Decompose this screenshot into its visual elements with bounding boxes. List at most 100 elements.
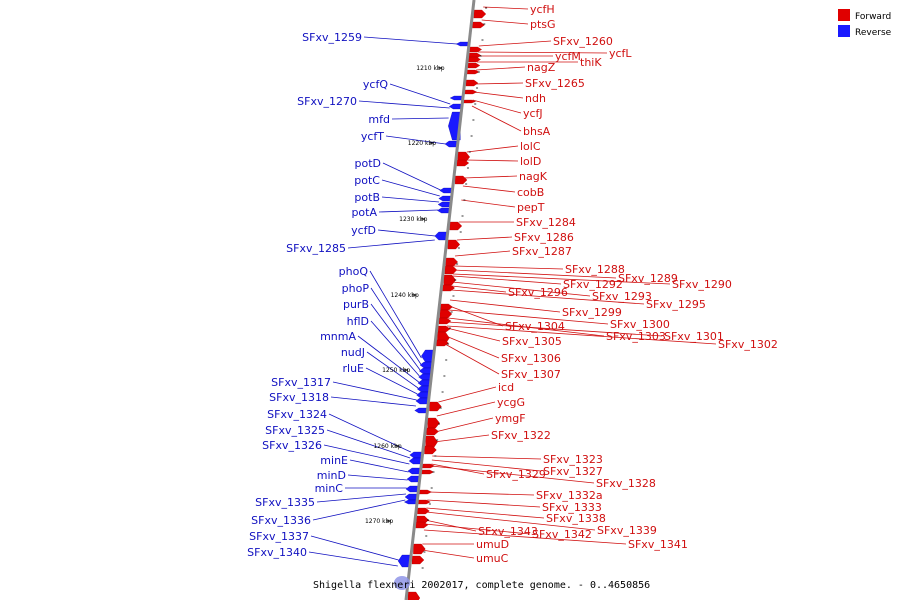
forward-gene-label: SFxv_1287	[512, 245, 572, 258]
forward-connector	[454, 250, 511, 257]
forward-gene-label: SFxv_1328	[596, 477, 656, 490]
reverse-gene-feature	[406, 475, 420, 483]
forward-connector	[424, 523, 531, 535]
reverse-gene-label: hflD	[347, 315, 369, 328]
forward-gene-feature	[467, 62, 481, 69]
reverse-gene-label: rluE	[342, 362, 364, 375]
reverse-gene-label: phoP	[342, 282, 370, 295]
origin-marker	[394, 576, 410, 590]
forward-connector	[453, 265, 564, 270]
forward-gene-feature	[427, 417, 440, 429]
reverse-connector	[358, 100, 450, 109]
forward-connector	[466, 145, 519, 153]
forward-gene-label: SFxv_1339	[597, 524, 657, 537]
legend-reverse-swatch	[838, 25, 850, 37]
forward-gene-label: SFxv_1338	[546, 512, 606, 525]
kbp-label: 1250 kbp	[382, 367, 410, 374]
forward-connector	[425, 511, 596, 531]
reverse-connector	[332, 381, 417, 401]
reverse-gene-feature	[405, 485, 419, 493]
forward-gene-feature	[440, 303, 453, 311]
forward-connector	[476, 66, 526, 71]
forward-gene-feature	[464, 89, 478, 95]
reverse-gene-label: nudJ	[341, 346, 365, 359]
reverse-connector	[370, 320, 420, 377]
reverse-gene-label: phoQ	[339, 265, 369, 278]
reverse-gene-label: purB	[343, 298, 369, 311]
forward-connector	[461, 199, 516, 208]
forward-gene-feature	[419, 489, 432, 495]
forward-gene-label: SFxv_1305	[502, 335, 562, 348]
reverse-connector	[377, 229, 436, 237]
forward-gene-feature	[407, 591, 421, 600]
forward-gene-feature	[473, 9, 487, 19]
reverse-gene-label: ycfD	[351, 224, 376, 237]
forward-gene-label: SFxv_1329	[486, 468, 546, 481]
reverse-gene-label: ycfT	[361, 130, 384, 143]
reverse-connector	[347, 239, 435, 249]
reverse-gene-feature	[434, 231, 447, 241]
forward-gene-label: ycgG	[497, 396, 525, 409]
forward-gene-label: SFxv_1341	[628, 538, 688, 551]
reverse-gene-label: SFxv_1324	[267, 408, 327, 421]
legend-forward-swatch	[838, 9, 850, 21]
reverse-gene-feature	[404, 493, 418, 501]
kbp-label: 1270 kbp	[365, 518, 393, 525]
forward-gene-label: SFxv_1302	[718, 338, 778, 351]
forward-connector	[483, 6, 529, 10]
reverse-connector	[385, 135, 446, 145]
reverse-connector	[381, 179, 440, 197]
forward-gene-label: SFxv_1342	[532, 528, 592, 541]
reverse-connector	[370, 303, 421, 371]
forward-connector	[453, 269, 617, 279]
reverse-gene-label: minC	[315, 482, 344, 495]
reverse-gene-label: potD	[355, 157, 382, 170]
forward-connector	[423, 529, 627, 545]
forward-gene-label: SFxv_1301	[664, 330, 724, 343]
kbp-label: 1210 kbp	[416, 65, 444, 72]
reverse-gene-label: SFxv_1325	[265, 424, 325, 437]
reverse-gene-feature	[455, 41, 469, 47]
forward-gene-label: umuD	[476, 538, 509, 551]
forward-connector	[438, 386, 497, 403]
forward-gene-feature	[449, 221, 463, 231]
forward-connector	[431, 465, 595, 484]
legend-reverse-label: Reverse	[855, 28, 892, 38]
forward-gene-label: SFxv_1333	[542, 501, 602, 514]
reverse-gene-feature	[397, 554, 411, 568]
forward-connector	[474, 82, 524, 85]
forward-gene-feature	[465, 79, 479, 87]
reverse-connector	[312, 499, 406, 521]
reverse-gene-label: potA	[351, 206, 377, 219]
reverse-gene-feature	[448, 103, 462, 110]
reverse-gene-feature	[417, 385, 430, 393]
forward-gene-label: SFxv_1293	[592, 290, 652, 303]
forward-gene-feature	[413, 543, 426, 555]
forward-gene-label: SFxv_1327	[543, 465, 603, 478]
forward-connector	[452, 273, 671, 285]
reverse-connector	[310, 535, 399, 561]
forward-connector	[472, 99, 522, 114]
reverse-connector	[357, 335, 419, 383]
reverse-gene-feature	[419, 367, 432, 375]
reverse-gene-label: mnmA	[320, 330, 356, 343]
kbp-label: 1230 kbp	[399, 216, 427, 223]
forward-gene-label: SFxv_1260	[553, 35, 613, 48]
forward-gene-label: umuC	[476, 552, 509, 565]
forward-gene-label: SFxv_1284	[516, 216, 576, 229]
forward-gene-feature	[426, 427, 439, 436]
forward-gene-label: cobB	[517, 186, 544, 199]
forward-gene-label: icd	[498, 381, 514, 394]
forward-connector	[471, 105, 522, 132]
forward-gene-label: nagZ	[527, 61, 556, 74]
genome-caption: Shigella flexneri 2002017, complete geno…	[313, 580, 650, 591]
forward-gene-label: SFxv_1292	[563, 278, 623, 291]
forward-connector	[446, 327, 501, 342]
forward-gene-feature	[456, 159, 470, 167]
reverse-gene-feature	[409, 451, 422, 459]
reverse-connector	[378, 209, 439, 213]
forward-gene-label: ycfM	[555, 50, 581, 63]
reverse-gene-label: SFxv_1259	[302, 31, 362, 44]
forward-gene-feature	[442, 284, 455, 292]
